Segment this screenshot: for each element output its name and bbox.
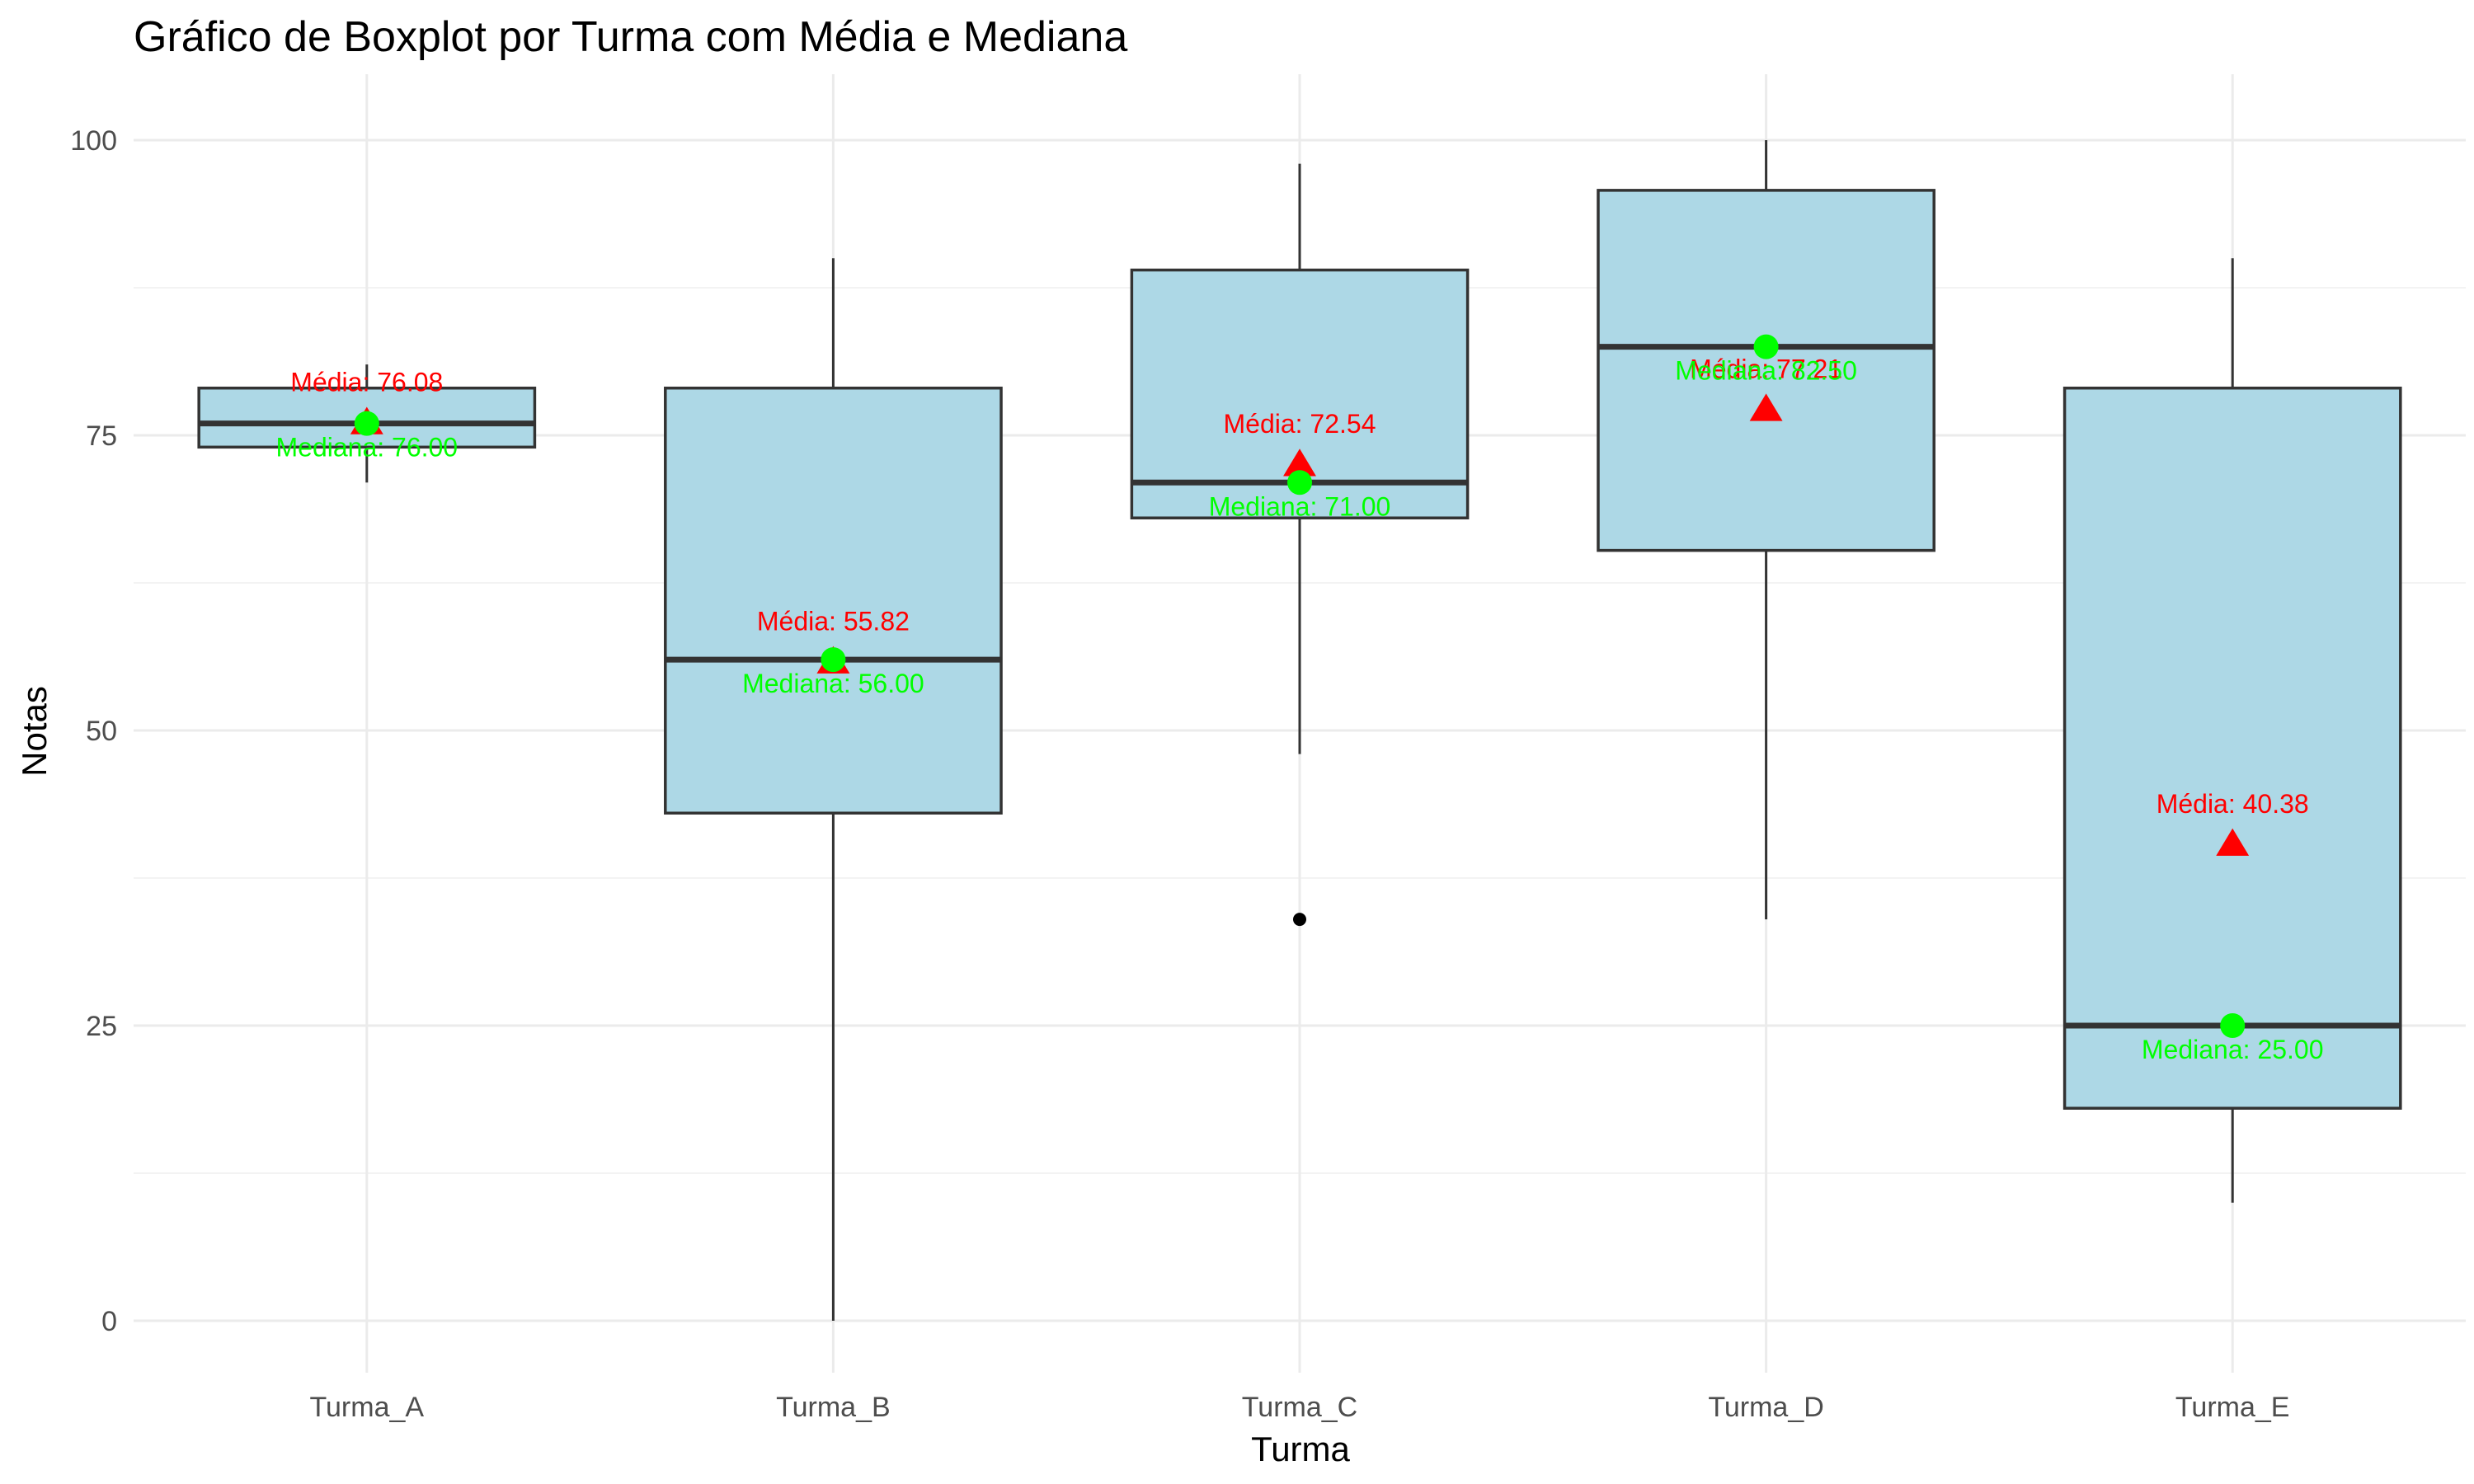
median-label: Mediana: 76.00 <box>275 433 458 463</box>
y-axis-title: Notas <box>15 686 54 777</box>
mean-label: Média: 76.08 <box>290 368 443 397</box>
mean-label: Média: 72.54 <box>1223 409 1376 439</box>
y-tick-label: 0 <box>101 1306 117 1337</box>
x-tick-label: Turma_B <box>776 1392 891 1423</box>
box-group <box>2062 258 2402 1203</box>
chart-title: Gráfico de Boxplot por Turma com Média e… <box>134 13 1127 61</box>
boxes <box>197 140 2402 1321</box>
mean-label: Média: 55.82 <box>757 607 910 636</box>
mean-marker <box>2216 828 2250 857</box>
y-tick-label: 75 <box>86 420 117 452</box>
y-tick-label: 50 <box>86 716 117 747</box>
median-marker <box>821 647 846 673</box>
box-iqr <box>664 386 1003 815</box>
mean-marker <box>1749 393 1783 421</box>
y-tick-label: 100 <box>70 125 117 157</box>
mean-label: Média: 40.38 <box>2157 789 2309 819</box>
box-iqr <box>1597 189 1935 552</box>
y-tick-label: 25 <box>86 1011 117 1042</box>
x-axis-title: Turma <box>1251 1430 1350 1468</box>
median-marker <box>354 411 379 436</box>
median-marker <box>1753 334 1779 359</box>
box-group <box>1597 140 1935 920</box>
median-label: Mediana: 71.00 <box>1209 491 1391 521</box>
mean-label: Média: 77.21 <box>1690 354 1842 383</box>
x-tick-label: Turma_E <box>2175 1392 2290 1423</box>
median-label: Mediana: 56.00 <box>742 669 924 698</box>
box-iqr <box>2062 386 2402 1110</box>
median-label: Mediana: 82.50 <box>1675 356 1857 386</box>
x-tick-label: Turma_A <box>310 1392 425 1423</box>
box-group <box>664 258 1003 1321</box>
median-marker <box>1287 470 1312 495</box>
x-tick-label: Turma_C <box>1242 1392 1357 1423</box>
mean-marker <box>1283 448 1316 477</box>
median-marker <box>2220 1013 2246 1038</box>
outlier-point <box>1293 913 1306 927</box>
median-label: Mediana: 25.00 <box>2142 1035 2324 1064</box>
x-tick-label: Turma_D <box>1708 1392 1823 1423</box>
axes: 0 25 50 75 100 Turma_A Turma_B Turma_C Turma_D Tu… <box>70 125 2289 1423</box>
annotations: Média: 76.08 Mediana: 76.00 Média: 55.82 Me… <box>275 334 2324 1064</box>
